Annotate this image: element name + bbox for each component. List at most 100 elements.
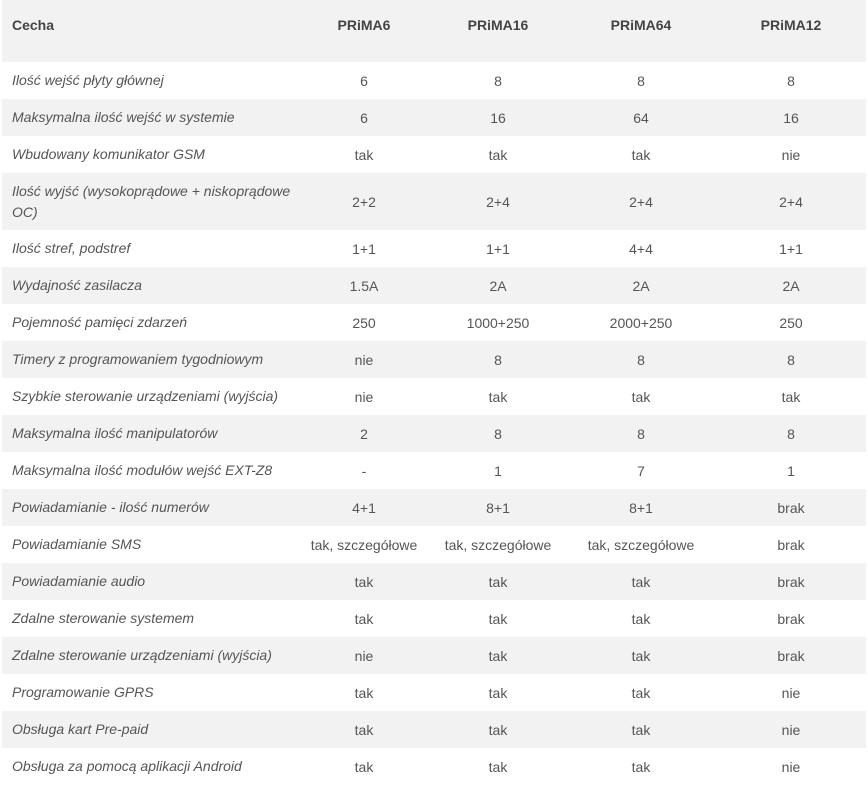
- prima6-cell: 1.5A: [298, 267, 430, 304]
- prima12-cell: 1+1: [779, 240, 803, 257]
- prima16-cell: tak: [430, 637, 566, 674]
- prima12-cell: 16: [716, 99, 866, 136]
- table-row: Maksymalna ilość modułów wejść EXT-Z8 - 1 7…: [2, 452, 866, 489]
- table-row: Wydajność zasilacza 1.5A 2A 2A 2A: [2, 267, 866, 304]
- prima64-cell: 8+1: [566, 489, 716, 526]
- table-row: Powiadamianie - ilość numerów 4+1 8+1 8+1 br…: [2, 489, 866, 526]
- prima64-cell: tak: [631, 610, 651, 627]
- prima16-cell: 1: [494, 462, 502, 479]
- prima64-cell: 2A: [566, 267, 716, 304]
- prima12-cell: brak: [716, 489, 866, 526]
- prima6-cell: 4+1: [298, 489, 430, 526]
- prima16-cell: 2A: [430, 267, 566, 304]
- prima6-cell: nie: [298, 637, 430, 674]
- prima6-cell: tak: [354, 146, 374, 163]
- prima12-cell: 2A: [716, 267, 866, 304]
- feature-cell: Programowanie GPRS: [12, 684, 154, 700]
- table-row: Zdalne sterowanie urządzeniami (wyjścia)…: [2, 637, 866, 674]
- prima12-cell: nie: [716, 711, 866, 748]
- prima6-cell: tak: [298, 711, 430, 748]
- table-body: Ilość wejść płyty głównej 6 8 8 8 Maksymalna …: [2, 62, 866, 785]
- table-row: Ilość stref, podstref 1+1 1+1 4+4 1+1: [2, 230, 866, 267]
- prima12-cell: brak: [777, 610, 805, 627]
- feature-cell: Ilość stref, podstref: [12, 240, 131, 256]
- prima6-cell: nie: [298, 341, 430, 378]
- header-row: Cecha PRiMA6 PRiMA16 PRiMA64 PRiMA12: [2, 0, 866, 62]
- prima64-cell: 2000+250: [609, 314, 673, 331]
- header-prima64: PRiMA64: [566, 0, 716, 62]
- prima64-cell: 8: [566, 415, 716, 452]
- prima12-cell: brak: [777, 536, 805, 553]
- prima16-cell: tak: [488, 388, 508, 405]
- prima16-cell: tak: [430, 563, 566, 600]
- prima6-cell: 6: [360, 72, 368, 89]
- table-row: Powiadamianie audio tak tak tak brak: [2, 563, 866, 600]
- prima16-cell: 1+1: [486, 240, 510, 257]
- table-row: Maksymalna ilość manipulatorów 2 8 8 8: [2, 415, 866, 452]
- feature-cell: Obsługa kart Pre-paid: [2, 711, 298, 748]
- prima64-cell: tak: [566, 637, 716, 674]
- prima16-cell: tak: [488, 146, 508, 163]
- table-row: Programowanie GPRS tak tak tak nie: [2, 674, 866, 711]
- feature-cell: Obsługa za pomocą aplikacji Android: [12, 758, 242, 774]
- header-prima6: PRiMA6: [298, 0, 430, 62]
- feature-cell: Ilość wejść płyty głównej: [12, 72, 164, 88]
- feature-cell: Wbudowany komunikator GSM: [12, 146, 205, 162]
- feature-cell: Szybkie sterowanie urządzeniami (wyjścia…: [12, 388, 279, 404]
- feature-cell: Timery z programowaniem tygodniowym: [2, 341, 298, 378]
- prima6-cell: 6: [298, 99, 430, 136]
- table-row: Maksymalna ilość wejść w systemie 6 16 64 16: [2, 99, 866, 136]
- prima64-cell: tak, szczegółowe: [587, 536, 695, 553]
- prima6-cell: -: [361, 462, 367, 479]
- table-row: Obsługa za pomocą aplikacji Android tak ta…: [2, 748, 866, 785]
- prima64-cell: 7: [637, 462, 645, 479]
- prima64-cell: 2+4: [566, 173, 716, 230]
- prima12-cell: 8: [716, 415, 866, 452]
- prima6-cell: tak: [354, 758, 374, 775]
- prima16-cell: 2+4: [430, 173, 566, 230]
- prima16-cell: tak: [430, 711, 566, 748]
- prima6-cell: nie: [354, 388, 374, 405]
- prima12-cell: tak: [781, 388, 801, 405]
- table-row: Pojemność pamięci zdarzeń 250 1000+250 2000…: [2, 304, 866, 341]
- feature-cell: Powiadamianie audio: [2, 563, 298, 600]
- feature-cell: Ilość wyjść (wysokoprądowe + niskoprądow…: [2, 173, 298, 230]
- feature-cell: Powiadamianie - ilość numerów: [2, 489, 298, 526]
- prima16-cell: tak: [488, 684, 508, 701]
- prima16-cell: tak: [488, 610, 508, 627]
- prima12-cell: 8: [787, 72, 795, 89]
- feature-cell: Zdalne sterowanie systemem: [12, 610, 195, 626]
- prima64-cell: tak: [631, 684, 651, 701]
- prima64-cell: tak: [631, 758, 651, 775]
- prima16-cell: tak, szczegółowe: [444, 536, 552, 553]
- prima6-cell: tak, szczegółowe: [310, 536, 418, 553]
- prima64-cell: tak: [631, 388, 651, 405]
- prima12-cell: nie: [781, 758, 801, 775]
- feature-cell: Maksymalna ilość wejść w systemie: [2, 99, 298, 136]
- prima64-cell: 8: [566, 341, 716, 378]
- prima16-cell: 8: [430, 415, 566, 452]
- prima12-cell: nie: [781, 684, 801, 701]
- prima6-cell: 2: [298, 415, 430, 452]
- table-row: Ilość wejść płyty głównej 6 8 8 8: [2, 62, 866, 99]
- prima16-cell: 8+1: [430, 489, 566, 526]
- prima12-cell: 1: [787, 462, 795, 479]
- feature-cell: Pojemność pamięci zdarzeń: [12, 314, 188, 330]
- prima6-cell: 1+1: [352, 240, 376, 257]
- prima16-cell: 16: [430, 99, 566, 136]
- table-row: Powiadamianie SMS tak, szczegółowe tak, sz…: [2, 526, 866, 563]
- prima12-cell: 2+4: [716, 173, 866, 230]
- table-row: Obsługa kart Pre-paid tak tak tak nie: [2, 711, 866, 748]
- prima12-cell: 250: [779, 314, 803, 331]
- prima64-cell: tak: [566, 711, 716, 748]
- prima12-cell: nie: [781, 146, 801, 163]
- prima6-cell: tak: [354, 684, 374, 701]
- feature-cell: Powiadamianie SMS: [12, 536, 142, 552]
- prima16-cell: 8: [494, 72, 502, 89]
- header-feature: Cecha: [2, 0, 298, 62]
- feature-cell: Maksymalna ilość manipulatorów: [2, 415, 298, 452]
- prima64-cell: 64: [566, 99, 716, 136]
- prima12-cell: 8: [716, 341, 866, 378]
- prima12-cell: brak: [716, 563, 866, 600]
